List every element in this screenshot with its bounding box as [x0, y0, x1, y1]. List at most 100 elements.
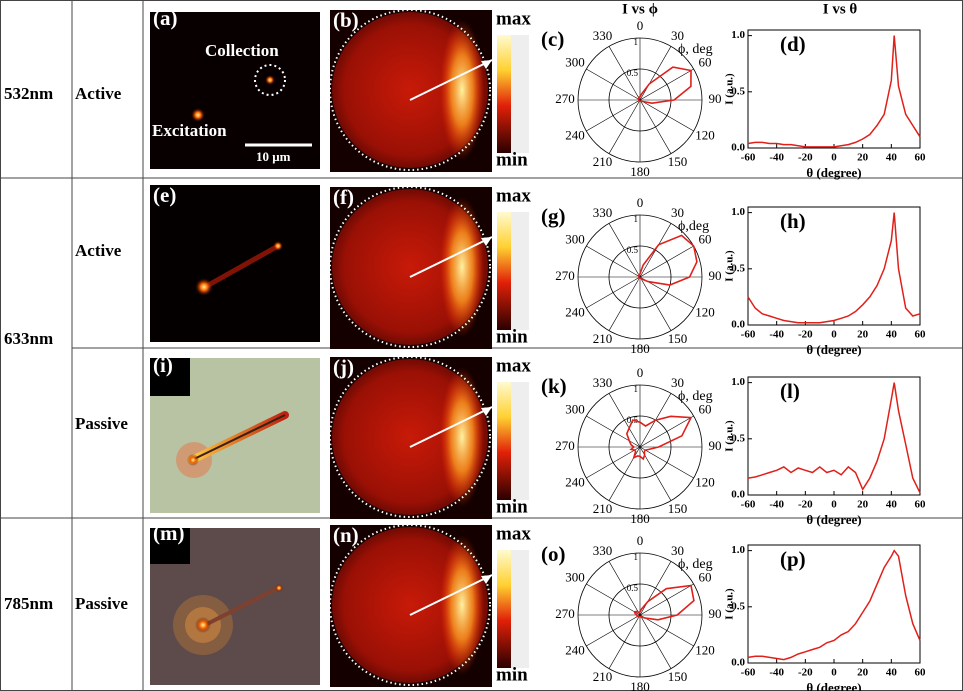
x-tick-label: 20: [857, 329, 869, 341]
colorbar: [497, 35, 511, 153]
x-axis-label: θ (degree): [806, 165, 861, 180]
colorbar-bg: [511, 550, 529, 668]
spoke: [609, 277, 640, 331]
colorbar-min: min: [496, 326, 528, 347]
y-axis-label: I (a.u.): [724, 588, 736, 620]
theta-tick-label: 270: [555, 268, 575, 283]
x-tick-label: -40: [769, 329, 784, 341]
polar-curve: [638, 67, 691, 103]
theta-tick-label: 30: [671, 375, 684, 390]
figure: 532nm 633nm 785nm Active Active Passive …: [0, 0, 963, 691]
scale-label: 10 μm: [256, 149, 291, 164]
x-axis-label: θ (degree): [806, 512, 861, 527]
theta-tick-label: 270: [555, 438, 575, 453]
x-tick-label: 20: [857, 499, 869, 511]
colorbar-min: min: [496, 664, 528, 685]
theta-tick-label: 30: [671, 205, 684, 220]
x-tick-label: 40: [886, 667, 898, 679]
x-tick-label: 0: [831, 329, 837, 341]
panel-label: (g): [541, 204, 566, 228]
colorbar: [497, 382, 511, 500]
panel-label: (k): [541, 374, 567, 398]
plot-frame: [748, 30, 920, 148]
panel-label: (d): [780, 32, 806, 56]
theta-tick-label: 300: [565, 401, 585, 416]
spoke: [609, 615, 640, 669]
y-axis-label: I (a.u.): [724, 73, 736, 105]
x-tick-label: -20: [798, 152, 813, 164]
panel-label: (b): [333, 8, 359, 32]
theta-tick-label: 330: [593, 205, 613, 220]
spoke: [609, 100, 640, 154]
plot-frame: [748, 377, 920, 495]
x-tick-label: 40: [886, 499, 898, 511]
annotation: Excitation: [152, 121, 227, 140]
x-tick-label: -40: [769, 499, 784, 511]
x-tick-label: -40: [769, 667, 784, 679]
colorbar: [497, 550, 511, 668]
bfp-crescent: [440, 197, 484, 337]
r-tick-label: 0.5: [627, 68, 639, 78]
y-tick-label: 0.0: [731, 319, 745, 331]
panel-label: (l): [780, 379, 800, 403]
theta-tick-label: 120: [695, 474, 715, 489]
r-tick-label: 1: [634, 214, 639, 224]
x-tick-label: 60: [915, 499, 927, 511]
theta-tick-label: 120: [695, 642, 715, 657]
y-tick-label: 1.0: [731, 206, 745, 218]
theta-tick-label: 150: [668, 669, 688, 684]
spoke: [640, 615, 694, 646]
x-tick-label: 40: [886, 329, 898, 341]
colorbar-max: max: [496, 8, 531, 29]
wavelength: 633nm: [4, 329, 53, 348]
spoke: [640, 246, 694, 277]
theta-tick-label: 210: [593, 669, 613, 684]
chart-title: I vs ϕ: [622, 1, 658, 17]
theta-tick-label: 210: [593, 501, 613, 516]
panel-label: (j): [333, 355, 354, 379]
x-axis-label: θ (degree): [806, 342, 861, 357]
y-axis-label: I (a.u.): [724, 250, 736, 282]
colorbar-bg: [511, 35, 529, 153]
plot-frame: [748, 545, 920, 663]
image-i: [150, 358, 320, 513]
y-tick-label: 0.0: [731, 657, 745, 669]
mode: Passive: [75, 414, 128, 433]
theta-tick-label: 90: [709, 606, 722, 621]
colorbar-min: min: [496, 496, 528, 517]
theta-tick-label: 330: [593, 375, 613, 390]
spoke: [586, 447, 640, 478]
x-tick-label: 60: [915, 667, 927, 679]
chart-title: I vs θ: [823, 1, 858, 17]
theta-tick-label: 330: [593, 543, 613, 558]
theta-tick-label: 150: [668, 331, 688, 346]
bfp-crescent: [440, 535, 484, 675]
theta-tick-label: 270: [555, 91, 575, 106]
theta-tick-label: 180: [630, 679, 650, 691]
annotation: Collection: [205, 41, 279, 60]
polar-curve: [639, 235, 697, 285]
theta-tick-label: 0: [637, 365, 644, 380]
spoke: [640, 100, 671, 154]
theta-tick-label: 240: [565, 642, 585, 657]
theta-tick-label: 0: [637, 195, 644, 210]
y-tick-label: 1.0: [731, 376, 745, 388]
spoke: [586, 615, 640, 646]
spoke: [586, 100, 640, 131]
theta-tick-label: 150: [668, 154, 688, 169]
mode: Active: [75, 84, 122, 103]
theta-tick-label: 180: [630, 511, 650, 526]
bfp-crescent: [440, 20, 484, 160]
theta-tick-label: 30: [671, 543, 684, 558]
theta-tick-label: 300: [565, 231, 585, 246]
colorbar-bg: [511, 382, 529, 500]
panel-label: (c): [541, 27, 564, 51]
line-curve: [748, 36, 920, 147]
image-a: Collection Excitation 10 μm: [150, 12, 320, 169]
line-curve: [748, 383, 920, 493]
polar-curve: [635, 586, 694, 620]
panel-label: (f): [333, 185, 354, 209]
x-axis-label: θ (degree): [806, 680, 861, 691]
theta-tick-label: 150: [668, 501, 688, 516]
colorbar-max: max: [496, 185, 531, 206]
